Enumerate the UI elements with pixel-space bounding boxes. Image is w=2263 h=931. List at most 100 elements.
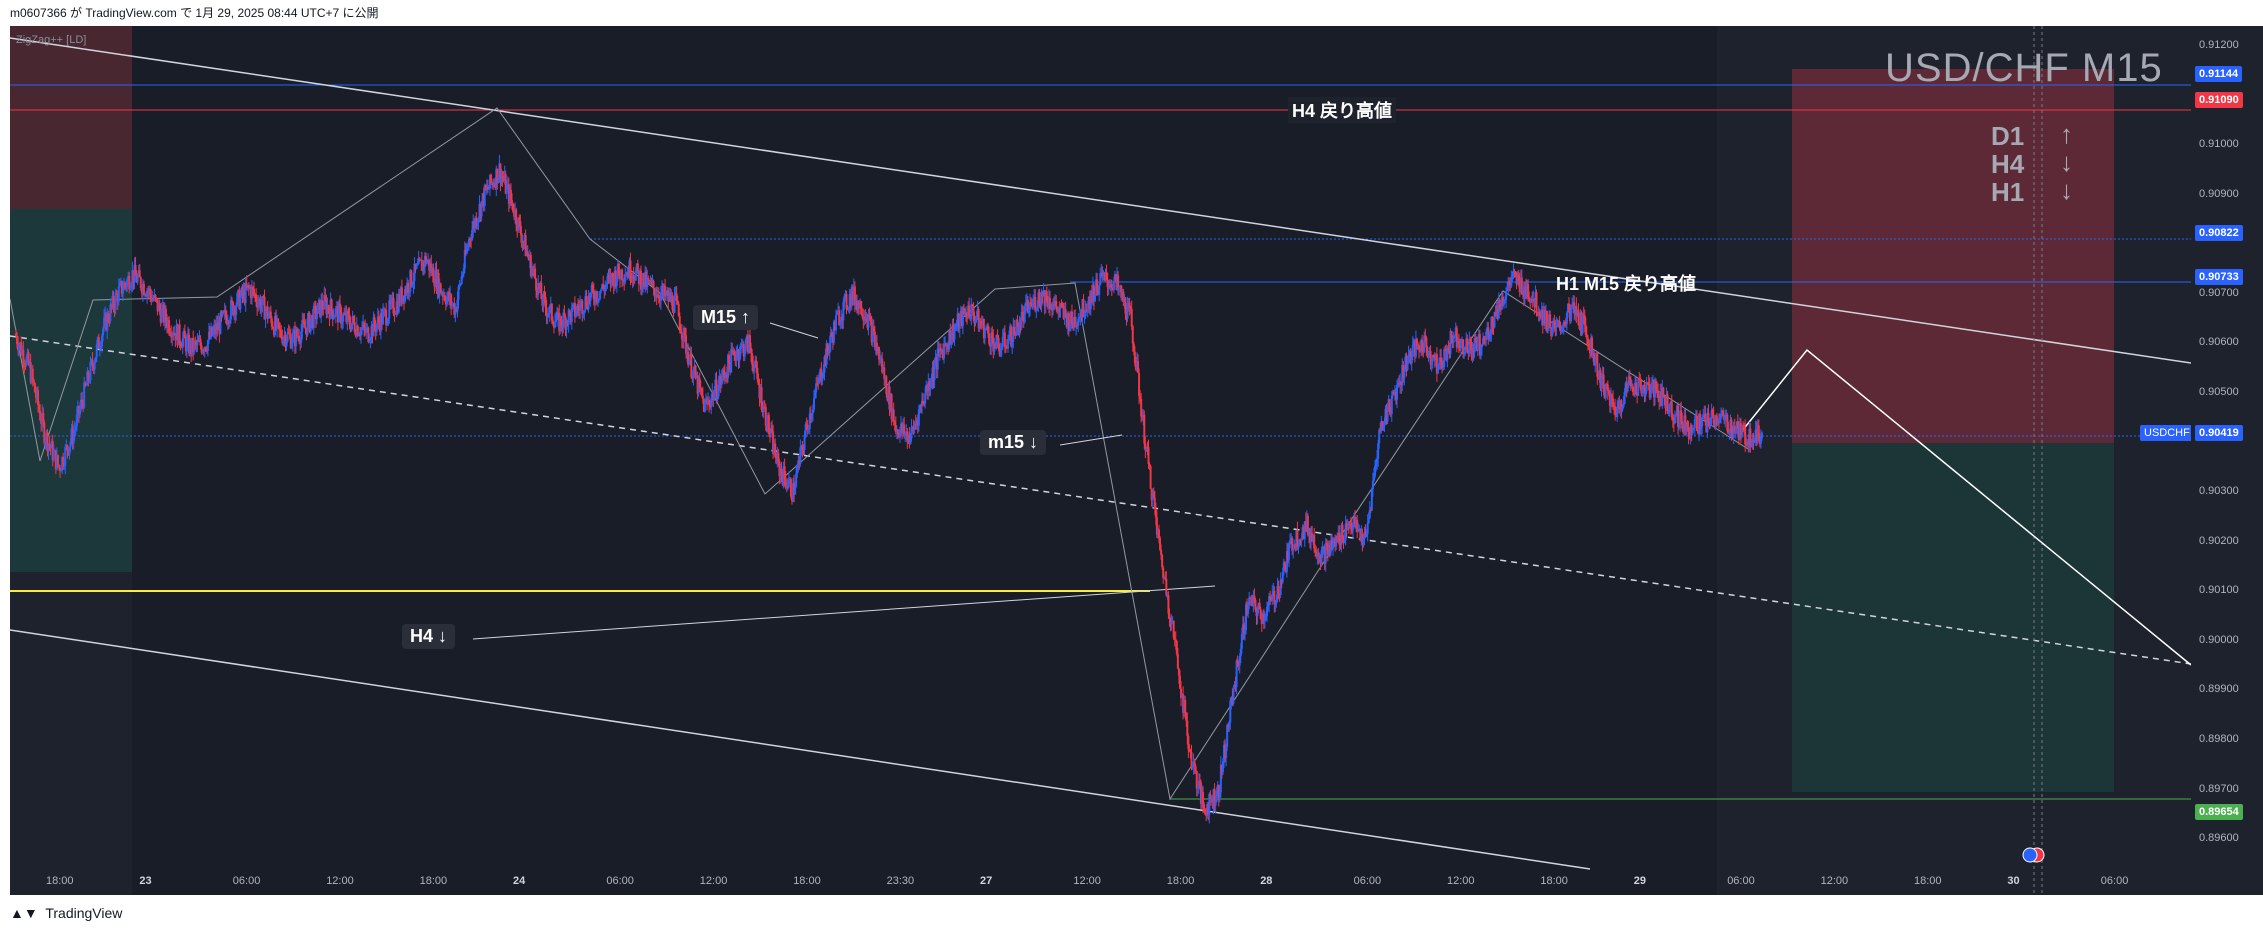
- candle-body: [980, 323, 983, 326]
- candle-body: [15, 333, 17, 337]
- candle-body: [1719, 416, 1722, 423]
- candle-body: [1075, 325, 1078, 327]
- candle-body: [480, 201, 483, 217]
- candle-body: [1532, 299, 1535, 301]
- candle-body: [68, 446, 71, 455]
- candle-body: [406, 282, 409, 294]
- candle-body: [469, 238, 472, 240]
- candle-body: [75, 414, 78, 427]
- candle-body: [225, 317, 228, 325]
- candle-body: [851, 286, 854, 300]
- candle-body: [934, 356, 937, 365]
- annotation-m15-down[interactable]: m15 ↓: [980, 430, 1047, 455]
- candle-body: [227, 321, 230, 324]
- candle-body: [1577, 309, 1580, 325]
- candle-body: [498, 163, 501, 178]
- indicator-label[interactable]: ZigZag++ [LD]: [16, 34, 87, 46]
- time-axis[interactable]: 18:00 23 06:00 12:00 18:00 24 06:00 12:00 18:00 2…: [20, 869, 2191, 895]
- candle-body: [1196, 787, 1199, 789]
- candle-body: [372, 317, 375, 337]
- candle-body: [1251, 596, 1254, 607]
- candle-body: [766, 414, 769, 432]
- candle-body: [1625, 383, 1628, 392]
- candle-body: [1033, 296, 1036, 301]
- time-tick-label: 06:00: [606, 875, 634, 887]
- candle-body: [810, 413, 813, 419]
- candle-body: [1370, 489, 1373, 511]
- candle-body: [1024, 302, 1027, 307]
- candle-body: [1591, 337, 1594, 356]
- candle-body: [220, 312, 223, 316]
- candle-body: [1748, 428, 1751, 447]
- candle-body: [1046, 301, 1049, 308]
- candle-body: [1119, 285, 1122, 287]
- time-tick-label: 12:00: [1073, 875, 1101, 887]
- candle-body: [689, 353, 692, 362]
- candle-body: [617, 263, 620, 275]
- candle-body: [235, 305, 238, 315]
- candle-body: [774, 443, 777, 458]
- candle-body: [717, 384, 720, 397]
- candle-body: [1617, 401, 1620, 409]
- candle-body: [1598, 370, 1601, 379]
- candle-body: [1204, 809, 1207, 815]
- annotation-h4-down[interactable]: H4 ↓: [402, 624, 456, 649]
- candle-body: [463, 249, 466, 269]
- candle-body: [64, 447, 67, 466]
- candle-body: [1621, 407, 1624, 411]
- candle-body: [208, 331, 211, 338]
- candle-body: [1439, 357, 1442, 365]
- annotation-h1-m15-pullback-high[interactable]: H1 M15 戻り高値: [1556, 274, 1697, 294]
- candle-body: [593, 299, 596, 303]
- candle-body: [1340, 524, 1343, 545]
- candle-body: [450, 294, 453, 307]
- time-tick-label: 18:00: [46, 875, 74, 887]
- candle-body: [1058, 308, 1061, 310]
- annotation-m15-up[interactable]: M15 ↑: [693, 305, 759, 330]
- candle-body: [60, 470, 63, 472]
- candle-body: [384, 309, 387, 311]
- candle-body: [1055, 300, 1058, 307]
- candle-body: [1661, 387, 1664, 406]
- candle-body: [872, 326, 875, 332]
- candle-body: [218, 321, 221, 334]
- candle-body: [449, 294, 452, 302]
- candle-body: [1303, 521, 1306, 539]
- candle-body: [391, 298, 394, 300]
- candle-body: [1145, 446, 1148, 451]
- price-axis[interactable]: 0.91200 0.91000 0.90900 0.90700 0.90600 0.905…: [2191, 26, 2263, 895]
- annotation-h4-pullback-high[interactable]: H4 戻り高値: [1288, 97, 1397, 123]
- candle-body: [1331, 540, 1334, 549]
- candle-body: [154, 294, 157, 298]
- candle-body: [1177, 668, 1180, 676]
- candle-body: [1088, 296, 1091, 309]
- candle-body: [1155, 517, 1158, 535]
- candle-body: [1347, 527, 1350, 529]
- candle-body: [1751, 440, 1754, 447]
- candle-body: [1472, 347, 1475, 353]
- candle-body: [476, 222, 479, 227]
- candle-body: [1660, 392, 1663, 406]
- candle-body: [505, 185, 508, 194]
- chart-canvas[interactable]: ZigZag++ [LD] USD/CHF M15 D1 ↑ H4 ↓ H1 ↓…: [10, 26, 2191, 895]
- candle-body: [673, 295, 676, 313]
- candle-body: [371, 325, 374, 337]
- candle-body: [746, 335, 749, 353]
- candle-body: [1488, 336, 1491, 340]
- candle-body: [1245, 604, 1248, 631]
- candle-body: [63, 465, 66, 467]
- candle-body: [350, 323, 353, 331]
- candle-body: [331, 310, 334, 319]
- candle-body: [837, 310, 840, 312]
- footer-brand[interactable]: ▲▼ TradingView: [0, 895, 2263, 931]
- candle-body: [474, 217, 477, 228]
- candle-body: [783, 466, 786, 478]
- candle-body: [296, 329, 299, 337]
- candle-body: [143, 294, 146, 296]
- candle-body: [1732, 426, 1735, 438]
- candle-body: [54, 450, 57, 470]
- candle-body: [1178, 675, 1181, 689]
- candle-body: [858, 301, 861, 309]
- candle-body: [832, 321, 835, 343]
- candle-body: [1320, 550, 1323, 565]
